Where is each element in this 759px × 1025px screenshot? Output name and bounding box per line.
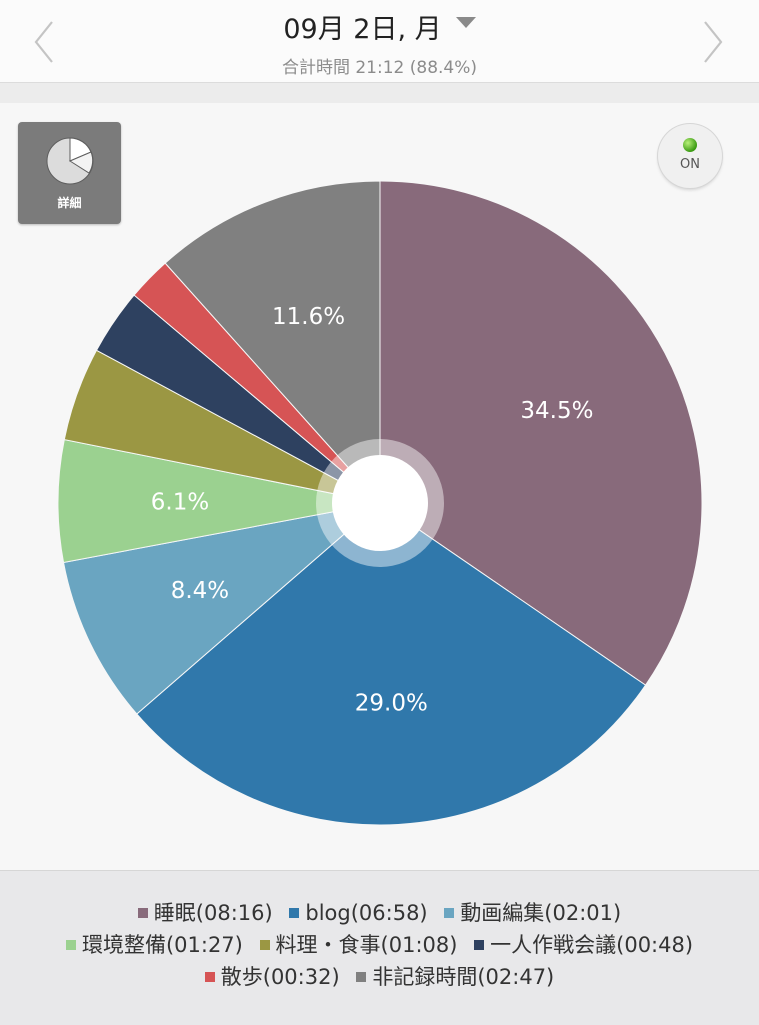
legend-label: 環境整備(01:27) [81,933,243,957]
chevron-left-icon [34,21,53,63]
legend-swatch [259,940,270,950]
legend-label: 散歩(00:32) [220,965,340,989]
pie-chart-icon [46,137,94,185]
total-time-label: 合計時間 21:12 (88.4%) [281,58,478,78]
legend-item: 睡眠(08:16) [137,897,273,927]
legend-row: 睡眠(08:16) blog(06:58) 動画編集(02:01) [0,897,759,927]
slice-data-label: 8.4% [171,578,229,604]
legend-row: 散歩(00:32) 非記録時間(02:47) [0,961,759,991]
pie-hole [332,455,428,551]
legend-swatch [474,940,485,950]
legend-label: 動画編集(02:01) [460,901,622,925]
legend-label: blog(06:58) [305,901,428,925]
slice-data-label: 11.6% [272,304,345,330]
date-header: 09月 2日, 月 合計時間 21:12 (88.4%) [0,0,759,83]
previous-day-button[interactable] [30,18,58,66]
next-day-button[interactable] [699,18,727,66]
date-title: 09月 2日, 月 [283,14,442,45]
detail-button-label: 詳細 [57,196,82,210]
pie-slice[interactable] [57,438,381,564]
legend-item: 一人作戦会議(00:48) [474,929,693,959]
legend-swatch [356,972,367,982]
slice-data-label: 34.5% [520,398,593,424]
on-toggle[interactable]: ON [658,124,722,188]
legend-swatch [204,972,215,982]
legend: 睡眠(08:16) blog(06:58) 動画編集(02:01) 環境整備(0… [0,870,759,1025]
pie-chart: 34.5% 29.0% 8.4% 6.1% 11.6% [57,180,703,826]
legend-item: 料理・食事(01:08) [259,929,458,959]
legend-swatch [289,908,300,918]
date-selector[interactable]: 09月 2日, 月 [0,12,759,48]
pie-slice[interactable] [164,180,381,505]
legend-label: 睡眠(08:16) [153,901,273,925]
legend-label: 料理・食事(01:08) [275,933,458,957]
header-separator [0,83,759,103]
legend-swatch [137,908,148,918]
slice-data-label: 6.1% [151,490,209,516]
legend-item: 散歩(00:32) [204,961,340,991]
legend-item: 環境整備(01:27) [65,929,243,959]
legend-item: blog(06:58) [289,901,428,925]
pie-slice[interactable] [136,502,647,826]
legend-label: 一人作戦会議(00:48) [490,933,694,957]
pie-slice[interactable] [62,502,382,715]
legend-item: 動画編集(02:01) [444,897,621,927]
caret-down-icon [455,17,476,28]
legend-row: 環境整備(01:27) 料理・食事(01:08) 一人作戦会議(00:48) [0,929,759,959]
legend-label: 非記録時間(02:47) [372,965,555,989]
legend-swatch [65,940,76,950]
slice-data-label: 29.0% [355,691,428,717]
pie-slice[interactable] [379,180,703,686]
on-toggle-label: ON [680,157,700,172]
detail-button[interactable]: 詳細 [18,122,121,224]
legend-swatch [444,908,455,918]
legend-item: 非記録時間(02:47) [356,961,554,991]
status-light-icon [683,138,697,152]
chevron-right-icon [704,21,723,63]
